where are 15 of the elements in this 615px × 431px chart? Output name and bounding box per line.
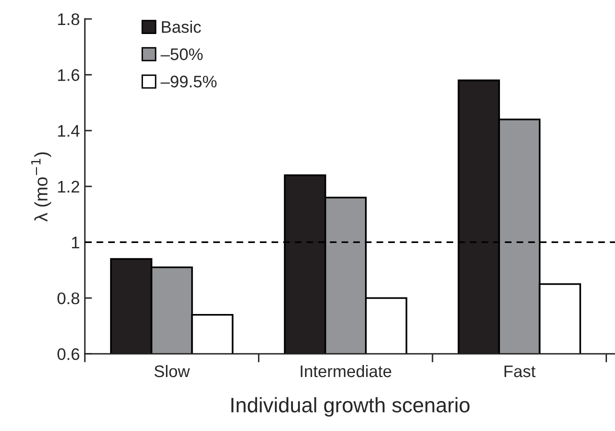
y-tick-label: 1.2 — [58, 180, 80, 192]
x-tick-label: Fast — [504, 366, 536, 378]
y-axis-title: λ (mo$^{−1}$) — [31, 152, 52, 222]
x-tick-label: Slow — [154, 364, 190, 378]
x-axis-title: Individual growth scenario — [231, 397, 470, 417]
y-tick-label: 0.6 — [57, 348, 80, 360]
legend-label: –50% — [160, 48, 203, 60]
x-tick-label: Intermediate — [300, 364, 392, 378]
y-tick-label: 1.4 — [58, 125, 80, 137]
y-tick-label: 1.6 — [58, 69, 80, 81]
legend-label: Basic — [162, 20, 201, 33]
y-tick-label: 1 — [72, 236, 80, 248]
legend-label: –99.5% — [160, 76, 217, 88]
y-tick-label: 0.8 — [57, 292, 80, 304]
y-tick-label: 1.8 — [58, 13, 80, 26]
